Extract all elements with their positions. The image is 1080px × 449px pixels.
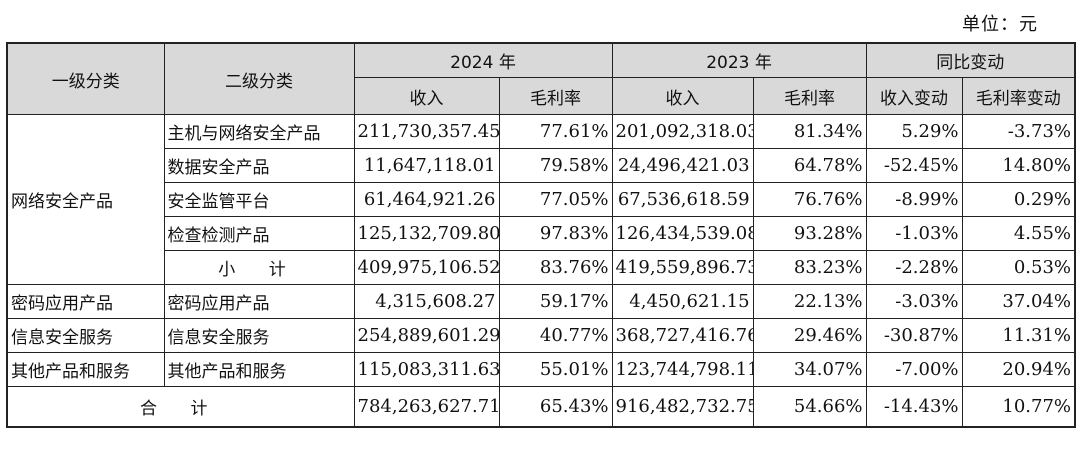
- table-row: 密码应用产品 密码应用产品 4,315,608.27 59.17% 4,450,…: [6, 284, 1076, 319]
- subcategory: 数据安全产品: [163, 148, 355, 183]
- subtotal-label: 小 计: [163, 250, 355, 285]
- total-margin-2024: 65.43%: [498, 386, 613, 428]
- revenue-2023: 4,450,621.15: [611, 284, 754, 319]
- table-row: 检查检测产品 125,132,709.80 97.83% 126,434,539…: [7, 216, 1076, 251]
- subcategory: 安全监管平台: [163, 182, 355, 217]
- table-row: 安全监管平台 61,464,921.26 77.05% 67,536,618.5…: [7, 182, 1076, 217]
- margin-2024: 55.01%: [498, 352, 613, 387]
- margin-2024: 83.76%: [498, 250, 613, 285]
- subcategory: 主机与网络安全产品: [163, 114, 355, 149]
- header-margin-2024: 毛利率: [498, 77, 613, 115]
- header-revenue-change: 收入变动: [865, 77, 963, 115]
- table-row: 数据安全产品 11,647,118.01 79.58% 24,496,421.0…: [7, 148, 1076, 183]
- category-other: 其他产品和服务: [6, 352, 165, 387]
- total-revenue-2024: 784,263,627.71: [353, 386, 500, 428]
- revenue-change: -8.99%: [865, 182, 963, 217]
- header-year-2024: 2024 年: [353, 42, 613, 78]
- category-network: 网络安全产品: [6, 114, 165, 285]
- subcategory: 密码应用产品: [163, 284, 355, 319]
- revenue-margin-table: 一级分类 二级分类 2024 年 2023 年 同比变动 收入 毛利率 收入 毛…: [6, 42, 1077, 428]
- margin-2024: 77.61%: [498, 114, 613, 149]
- subcategory: 信息安全服务: [163, 318, 355, 353]
- revenue-2024: 11,647,118.01: [353, 148, 500, 183]
- revenue-2024: 115,083,311.63: [353, 352, 500, 387]
- header-yoy: 同比变动: [865, 42, 1076, 78]
- margin-2023: 83.23%: [752, 250, 867, 285]
- margin-change: 11.31%: [961, 318, 1076, 353]
- revenue-2024: 254,889,601.29: [353, 318, 500, 353]
- table-row: 信息安全服务 信息安全服务 254,889,601.29 40.77% 368,…: [6, 318, 1076, 353]
- subtotal-row: 小 计 409,975,106.52 83.76% 419,559,896.73…: [7, 250, 1076, 285]
- margin-change: 0.53%: [961, 250, 1076, 285]
- revenue-2023: 419,559,896.73: [611, 250, 754, 285]
- margin-change: 14.80%: [961, 148, 1076, 183]
- revenue-change: -52.45%: [865, 148, 963, 183]
- revenue-2023: 126,434,539.08: [611, 216, 754, 251]
- revenue-2023: 123,744,798.11: [611, 352, 754, 387]
- subcategory: 检查检测产品: [163, 216, 355, 251]
- revenue-change: -3.03%: [865, 284, 963, 319]
- margin-2023: 64.78%: [752, 148, 867, 183]
- header-level2: 二级分类: [163, 42, 355, 115]
- header-revenue-2023: 收入: [611, 77, 754, 115]
- margin-change: 4.55%: [961, 216, 1076, 251]
- revenue-change: -30.87%: [865, 318, 963, 353]
- total-margin-2023: 54.66%: [752, 386, 867, 428]
- margin-2023: 93.28%: [752, 216, 867, 251]
- margin-2024: 79.58%: [498, 148, 613, 183]
- revenue-2023: 67,536,618.59: [611, 182, 754, 217]
- revenue-change: 5.29%: [865, 114, 963, 149]
- total-margin-change: 10.77%: [961, 386, 1076, 428]
- unit-label: 单位：元: [962, 14, 1038, 35]
- margin-2024: 77.05%: [498, 182, 613, 217]
- total-label: 合 计: [6, 386, 355, 428]
- margin-2024: 40.77%: [498, 318, 613, 353]
- margin-2023: 76.76%: [752, 182, 867, 217]
- revenue-change: -7.00%: [865, 352, 963, 387]
- revenue-2024: 409,975,106.52: [353, 250, 500, 285]
- margin-2024: 59.17%: [498, 284, 613, 319]
- revenue-2023: 201,092,318.03: [611, 114, 754, 149]
- revenue-change: -2.28%: [865, 250, 963, 285]
- revenue-2024: 211,730,357.45: [353, 114, 500, 149]
- margin-change: 0.29%: [961, 182, 1076, 217]
- total-row: 合 计 784,263,627.71 65.43% 916,482,732.75…: [6, 386, 1076, 428]
- revenue-2023: 368,727,416.76: [611, 318, 754, 353]
- margin-change: 37.04%: [961, 284, 1076, 319]
- header-margin-2023: 毛利率: [752, 77, 867, 115]
- revenue-2023: 24,496,421.03: [611, 148, 754, 183]
- revenue-2024: 125,132,709.80: [353, 216, 500, 251]
- margin-2023: 34.07%: [752, 352, 867, 387]
- revenue-2024: 4,315,608.27: [353, 284, 500, 319]
- total-revenue-change: -14.43%: [865, 386, 963, 428]
- margin-change: 20.94%: [961, 352, 1076, 387]
- margin-change: -3.73%: [961, 114, 1076, 149]
- table-row: 网络安全产品 主机与网络安全产品 211,730,357.45 77.61% 2…: [6, 114, 1076, 285]
- margin-2023: 81.34%: [752, 114, 867, 149]
- header-level1: 一级分类: [6, 42, 165, 115]
- margin-2023: 29.46%: [752, 318, 867, 353]
- revenue-change: -1.03%: [865, 216, 963, 251]
- header-revenue-2024: 收入: [353, 77, 500, 115]
- subcategory: 其他产品和服务: [163, 352, 355, 387]
- revenue-2024: 61,464,921.26: [353, 182, 500, 217]
- table-row: 其他产品和服务 其他产品和服务 115,083,311.63 55.01% 12…: [6, 352, 1076, 387]
- total-revenue-2023: 916,482,732.75: [611, 386, 754, 428]
- margin-2024: 97.83%: [498, 216, 613, 251]
- margin-2023: 22.13%: [752, 284, 867, 319]
- category-infosec: 信息安全服务: [6, 318, 165, 353]
- category-crypto: 密码应用产品: [6, 284, 165, 319]
- header-margin-change: 毛利率变动: [961, 77, 1076, 115]
- header-year-2023: 2023 年: [611, 42, 867, 78]
